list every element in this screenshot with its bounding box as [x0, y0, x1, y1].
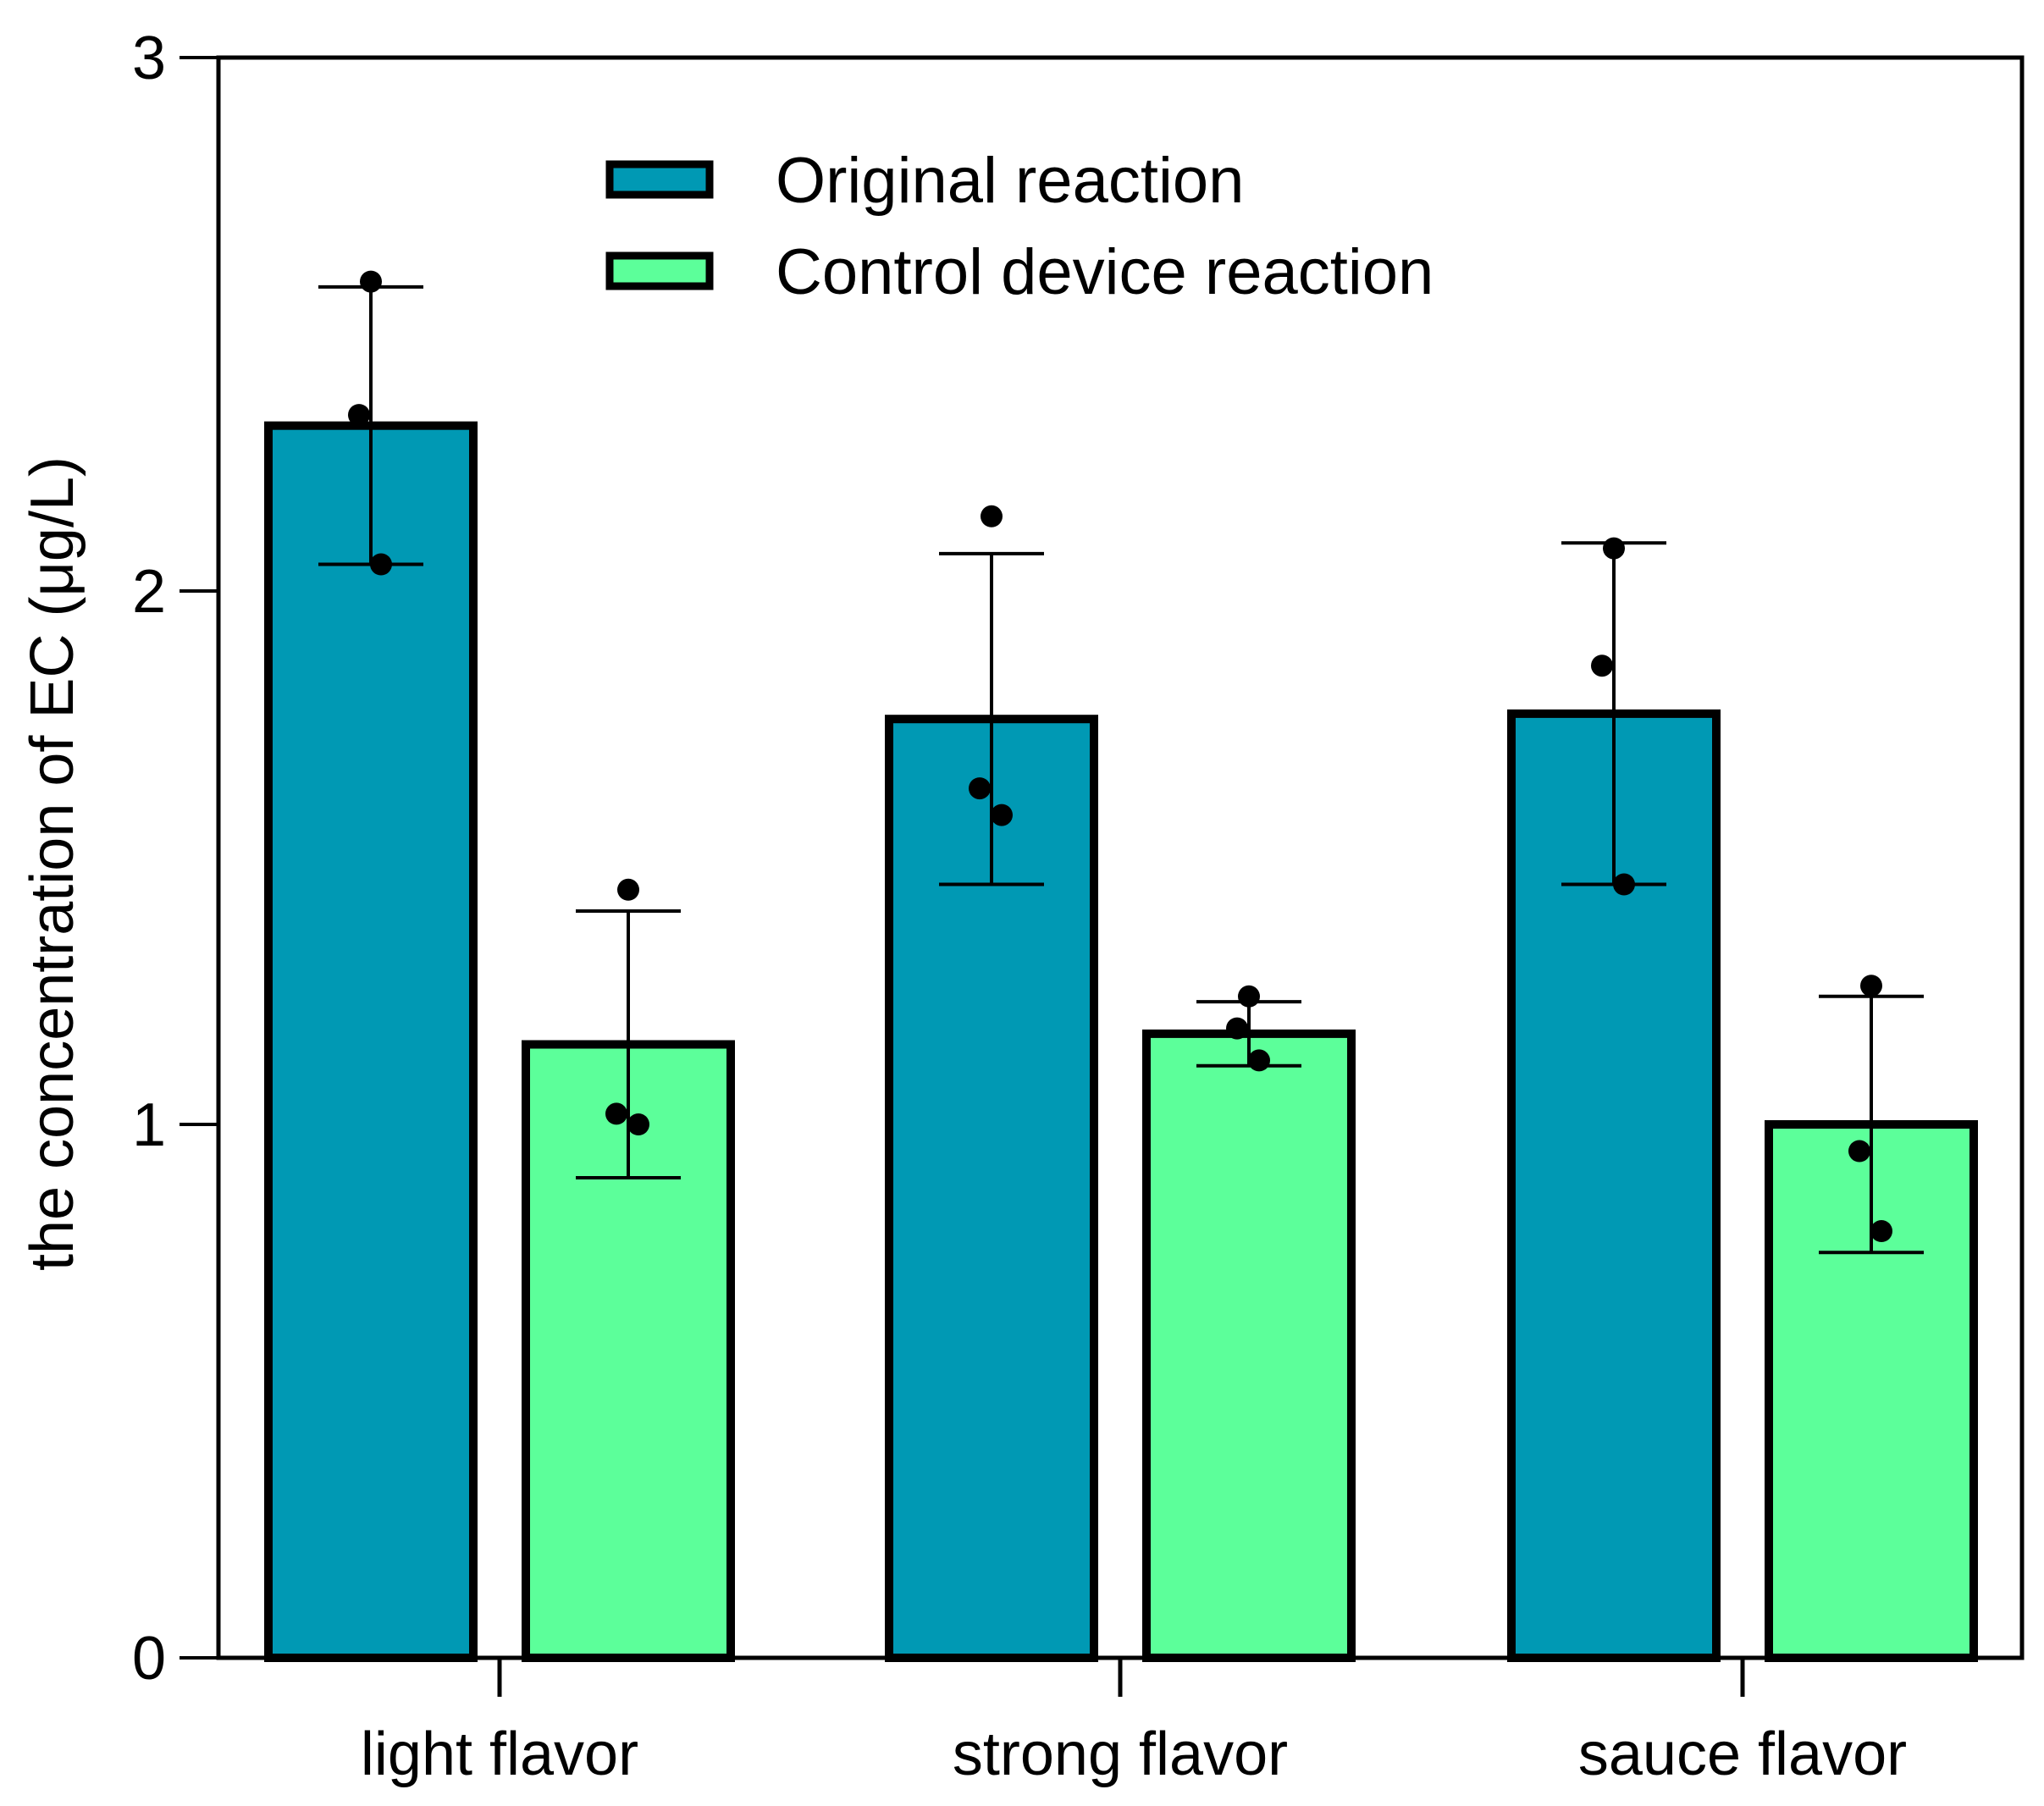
- data-point: [360, 270, 382, 293]
- data-point: [627, 1113, 649, 1135]
- y-axis: 0 1 2 3: [132, 25, 218, 1693]
- y-tick-label: 1: [132, 1091, 166, 1159]
- data-point: [370, 553, 392, 576]
- plot-frame: [216, 55, 2025, 1660]
- legend-swatch: [605, 160, 714, 199]
- data-point: [1603, 537, 1625, 560]
- x-tick-label: light flavor: [361, 1720, 638, 1788]
- x-axis: light flavor strong flavor sauce flavor: [218, 1655, 2022, 1788]
- data-point: [1226, 1017, 1248, 1040]
- bar: [264, 421, 478, 1663]
- legend-label: Original reaction: [776, 145, 1244, 217]
- data-point: [1238, 985, 1260, 1008]
- data-point: [1870, 1220, 1892, 1242]
- data-point: [348, 404, 370, 427]
- data-point: [617, 878, 639, 901]
- data-point: [981, 505, 1003, 527]
- y-tick-label: 0: [132, 1625, 166, 1693]
- data-point: [1848, 1140, 1870, 1163]
- bars: [264, 421, 1978, 1663]
- data-point: [1613, 873, 1635, 896]
- y-tick-label: 3: [132, 25, 166, 92]
- x-tick-label: strong flavor: [953, 1720, 1288, 1788]
- legend: Original reaction Control device reaction: [605, 145, 1434, 308]
- data-point: [605, 1102, 627, 1125]
- bar: [1142, 1029, 1356, 1662]
- data-point: [991, 804, 1013, 826]
- x-tick-label: sauce flavor: [1578, 1720, 1907, 1788]
- data-point: [1860, 975, 1882, 997]
- y-axis-title: the concentration of EC (μg/L): [19, 456, 86, 1271]
- legend-swatch: [605, 251, 714, 290]
- data-point: [1591, 654, 1613, 677]
- data-point: [969, 777, 991, 800]
- y-tick-label: 2: [132, 558, 166, 626]
- legend-label: Control device reaction: [776, 236, 1434, 308]
- data-points: [348, 270, 1892, 1242]
- data-point: [1248, 1049, 1270, 1072]
- plot-border: [216, 55, 2025, 1660]
